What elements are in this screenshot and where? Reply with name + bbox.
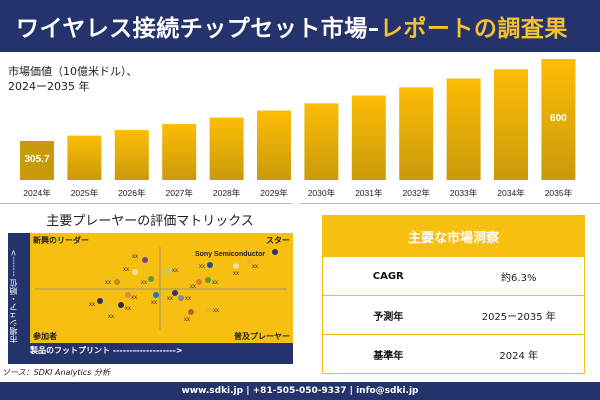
data-label-last: 600 [550, 113, 567, 124]
bar [351, 95, 386, 180]
x-tick-label: 2025年 [71, 188, 99, 198]
bar [114, 130, 149, 180]
bar [162, 123, 197, 180]
matrix-x-axis-label: 製品のフットプリント -------------------> [30, 346, 183, 355]
insight-row: CAGR 約6.3% [323, 256, 584, 295]
x-tick-label: 2026年 [118, 188, 146, 198]
insight-key: 予測年 [373, 311, 404, 323]
quadrant-top-right: スター [266, 236, 290, 245]
chart-title-line1: 市場価値（10億米ドル）、 [8, 65, 138, 78]
insights-title: 主要な市場洞察 [323, 216, 584, 256]
bar [446, 78, 481, 180]
bar [494, 69, 528, 180]
x-tick-label: 2030年 [308, 188, 336, 198]
bar [541, 59, 576, 180]
x-tick-label: 2034年 [497, 188, 525, 198]
x-tick-label: 2033年 [450, 188, 478, 198]
chart-title: 市場価値（10億米ドル）、 2024ー2035 年 [8, 64, 138, 94]
bar [209, 117, 244, 180]
bar [67, 135, 102, 180]
quadrant-top-left: 新興のリーダー [33, 236, 89, 245]
bar [257, 110, 291, 180]
divider [300, 203, 600, 204]
title-main: ワイヤレス接続チップセット市場– [16, 16, 380, 42]
bar [20, 141, 54, 180]
insight-row: 基準年 2024 年 [323, 334, 584, 373]
insights-table: 主要な市場洞察 CAGR 約6.3% 予測年 2025ー2035 年 基準年 2024… [322, 215, 585, 374]
quadrant-bottom-right: 普及プレーヤー [234, 332, 290, 341]
bar-chart: 2024年 2025年 2026年 2027年 2028年 2029年 2030年 2031年… [20, 59, 576, 198]
bar [399, 87, 434, 180]
x-tick-label: 2031年 [355, 188, 383, 198]
source-note: ソース：SDKI Analytics 分析 [2, 368, 110, 377]
insight-key: 基準年 [373, 350, 404, 362]
data-label-first: 305.7 [24, 154, 49, 165]
quadrant-bottom-left: 参加者 [33, 332, 57, 341]
matrix-y-axis-label: 市場シェア・順位 -------> [9, 249, 18, 344]
evaluation-matrix: 市場シェア・順位 -------> 新興のリーダー スター 参加者 普及プレーヤ… [8, 233, 293, 364]
insight-key: CAGR [372, 270, 404, 282]
matrix-title: 主要プレーヤーの評価マトリックス [46, 214, 254, 229]
x-tick-label: 2028年 [213, 188, 241, 198]
x-tick-label: 2024年 [23, 188, 51, 198]
insight-value: 約6.3% [501, 272, 537, 284]
divider [0, 203, 292, 204]
x-tick-label: 2027年 [165, 188, 193, 198]
insight-value: 2024 年 [499, 350, 539, 362]
title-accent: レポートの調査果 [379, 16, 568, 42]
matrix-background: 新興のリーダー スター 参加者 普及プレーヤー [30, 233, 293, 343]
x-tick-label: 2035年 [545, 188, 573, 198]
bar [304, 103, 339, 180]
chart-subtitle: 2024ー2035 年 [8, 80, 90, 93]
page-title: ワイヤレス接続チップセット市場– レポートの調査果 [0, 0, 600, 52]
x-tick-label: 2032年 [402, 188, 430, 198]
footer-contact: www.sdki.jp | +81-505-050-9337 | info@sd… [0, 382, 600, 400]
insight-row: 予測年 2025ー2035 年 [323, 295, 584, 334]
insight-value: 2025ー2035 年 [481, 311, 556, 323]
x-tick-label: 2029年 [260, 188, 288, 198]
